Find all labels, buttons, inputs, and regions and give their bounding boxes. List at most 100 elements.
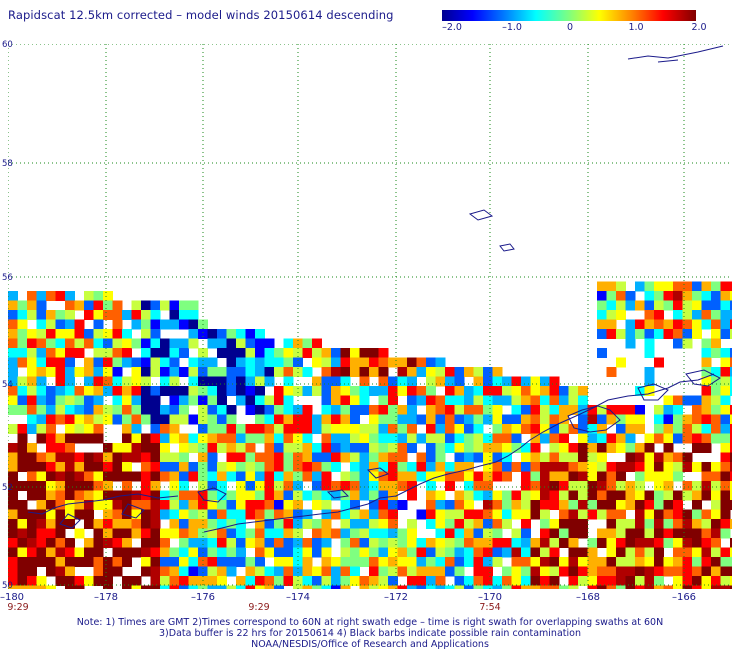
wind-pixel <box>112 329 123 339</box>
wind-pixel <box>255 433 265 444</box>
wind-pixel <box>302 566 313 577</box>
wind-pixel <box>150 490 161 501</box>
wind-pixel <box>720 528 731 539</box>
wind-pixel <box>559 538 569 548</box>
wind-pixel <box>274 490 284 501</box>
wind-pixel <box>74 547 85 558</box>
wind-pixel <box>663 471 674 482</box>
wind-pixel <box>84 500 94 510</box>
wind-pixel <box>540 481 550 491</box>
wind-pixel <box>112 557 123 567</box>
wind-pixel <box>568 395 579 406</box>
wind-pixel <box>587 462 598 472</box>
wind-pixel <box>397 538 408 548</box>
wind-pixel <box>141 414 151 425</box>
wind-pixel <box>397 462 408 472</box>
wind-pixel <box>312 528 322 539</box>
wind-pixel <box>188 528 199 539</box>
wind-pixel <box>559 471 569 482</box>
wind-pixel <box>93 338 104 349</box>
wind-pixel <box>331 367 341 377</box>
wind-pixel <box>236 576 246 586</box>
wind-pixel <box>483 585 493 589</box>
wind-pixel <box>730 481 732 491</box>
wind-pixel <box>226 443 237 453</box>
wind-pixel <box>207 500 218 510</box>
wind-pixel <box>350 424 360 434</box>
wind-pixel <box>65 348 75 358</box>
wind-pixel <box>340 566 351 577</box>
wind-pixel <box>359 395 370 406</box>
wind-pixel <box>17 519 28 529</box>
wind-pixel <box>407 538 417 548</box>
wind-pixel <box>454 566 465 577</box>
wind-pixel <box>74 509 85 520</box>
wind-pixel <box>65 585 75 589</box>
wind-pixel <box>635 443 645 453</box>
wind-pixel <box>312 462 322 472</box>
wind-pixel <box>559 395 569 406</box>
wind-pixel <box>321 452 332 463</box>
wind-pixel <box>93 538 104 548</box>
wind-pixel <box>46 509 56 520</box>
wind-pixel <box>682 452 693 463</box>
wind-pixel <box>388 576 398 586</box>
wind-pixel <box>93 471 104 482</box>
wind-pixel <box>36 528 47 539</box>
wind-pixel <box>141 462 151 472</box>
wind-pixel <box>445 481 455 491</box>
wind-pixel <box>17 538 28 548</box>
wind-pixel <box>445 471 455 482</box>
wind-pixel <box>730 348 732 358</box>
wind-pixel <box>711 547 721 558</box>
wind-pixel <box>179 452 189 463</box>
wind-pixel <box>597 329 607 339</box>
wind-pixel <box>27 471 37 482</box>
wind-pixel <box>112 405 123 415</box>
wind-pixel <box>530 443 541 453</box>
wind-pixel <box>568 547 579 558</box>
wind-pixel <box>359 576 370 586</box>
wind-pixel <box>74 424 85 434</box>
wind-pixel <box>179 386 189 396</box>
wind-pixel <box>502 443 512 453</box>
wind-pixel <box>131 519 142 529</box>
wind-pixel <box>264 576 275 586</box>
wind-pixel <box>312 338 322 349</box>
wind-pixel <box>692 585 702 589</box>
wind-pixel <box>369 500 379 510</box>
wind-pixel <box>483 509 493 520</box>
wind-pixel <box>17 481 28 491</box>
wind-pixel <box>350 433 360 444</box>
wind-pixel <box>293 357 303 368</box>
wind-pixel <box>283 500 294 510</box>
wind-pixel <box>711 310 721 320</box>
wind-pixel <box>483 481 493 491</box>
wind-pixel <box>150 310 161 320</box>
wind-pixel <box>46 414 56 425</box>
wind-pixel <box>302 519 313 529</box>
wind-pixel <box>17 585 28 589</box>
wind-pixel <box>17 357 28 368</box>
wind-pixel <box>27 424 37 434</box>
wind-pixel <box>198 386 208 396</box>
wind-pixel <box>65 291 75 301</box>
wind-pixel <box>8 291 18 301</box>
wind-pixel <box>55 433 66 444</box>
wind-pixel <box>682 291 693 301</box>
wind-pixel <box>682 338 693 349</box>
wind-pixel <box>587 576 598 586</box>
lat-label-52: 52 <box>2 483 13 493</box>
wind-pixel <box>131 452 142 463</box>
wind-pixel <box>264 481 275 491</box>
wind-pixel <box>207 490 218 501</box>
wind-pixel <box>150 528 161 539</box>
wind-pixel <box>46 452 56 463</box>
wind-pixel <box>730 310 732 320</box>
wind-pixel <box>331 405 341 415</box>
wind-pixel <box>274 509 284 520</box>
wind-pixel <box>578 528 588 539</box>
wind-pixel <box>426 538 436 548</box>
wind-pixel <box>169 585 180 589</box>
wind-pixel <box>55 310 66 320</box>
